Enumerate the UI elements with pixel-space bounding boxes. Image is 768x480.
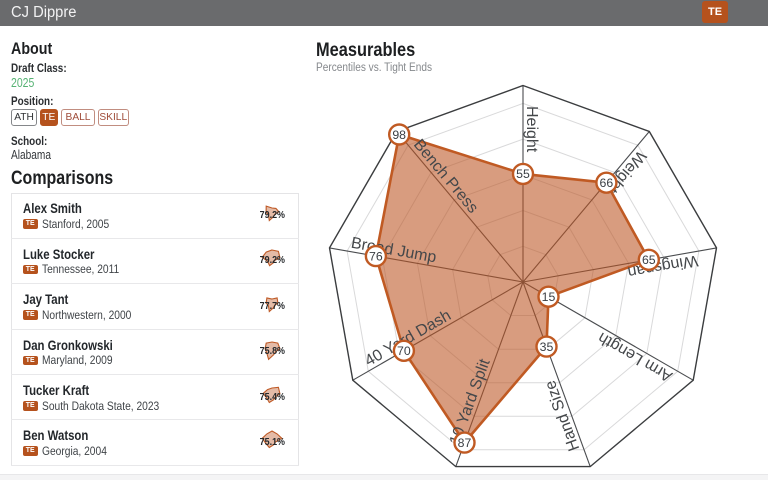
svg-text:66: 66	[600, 176, 614, 190]
svg-text:35: 35	[540, 340, 554, 354]
svg-text:55: 55	[516, 167, 530, 181]
svg-text:Height: Height	[523, 106, 540, 153]
svg-text:Arm Length: Arm Length	[595, 329, 675, 385]
svg-text:98: 98	[392, 128, 406, 142]
svg-text:15: 15	[542, 290, 556, 304]
svg-text:70: 70	[397, 344, 411, 358]
svg-text:87: 87	[458, 436, 472, 450]
svg-text:76: 76	[369, 249, 383, 263]
svg-text:65: 65	[642, 253, 656, 267]
